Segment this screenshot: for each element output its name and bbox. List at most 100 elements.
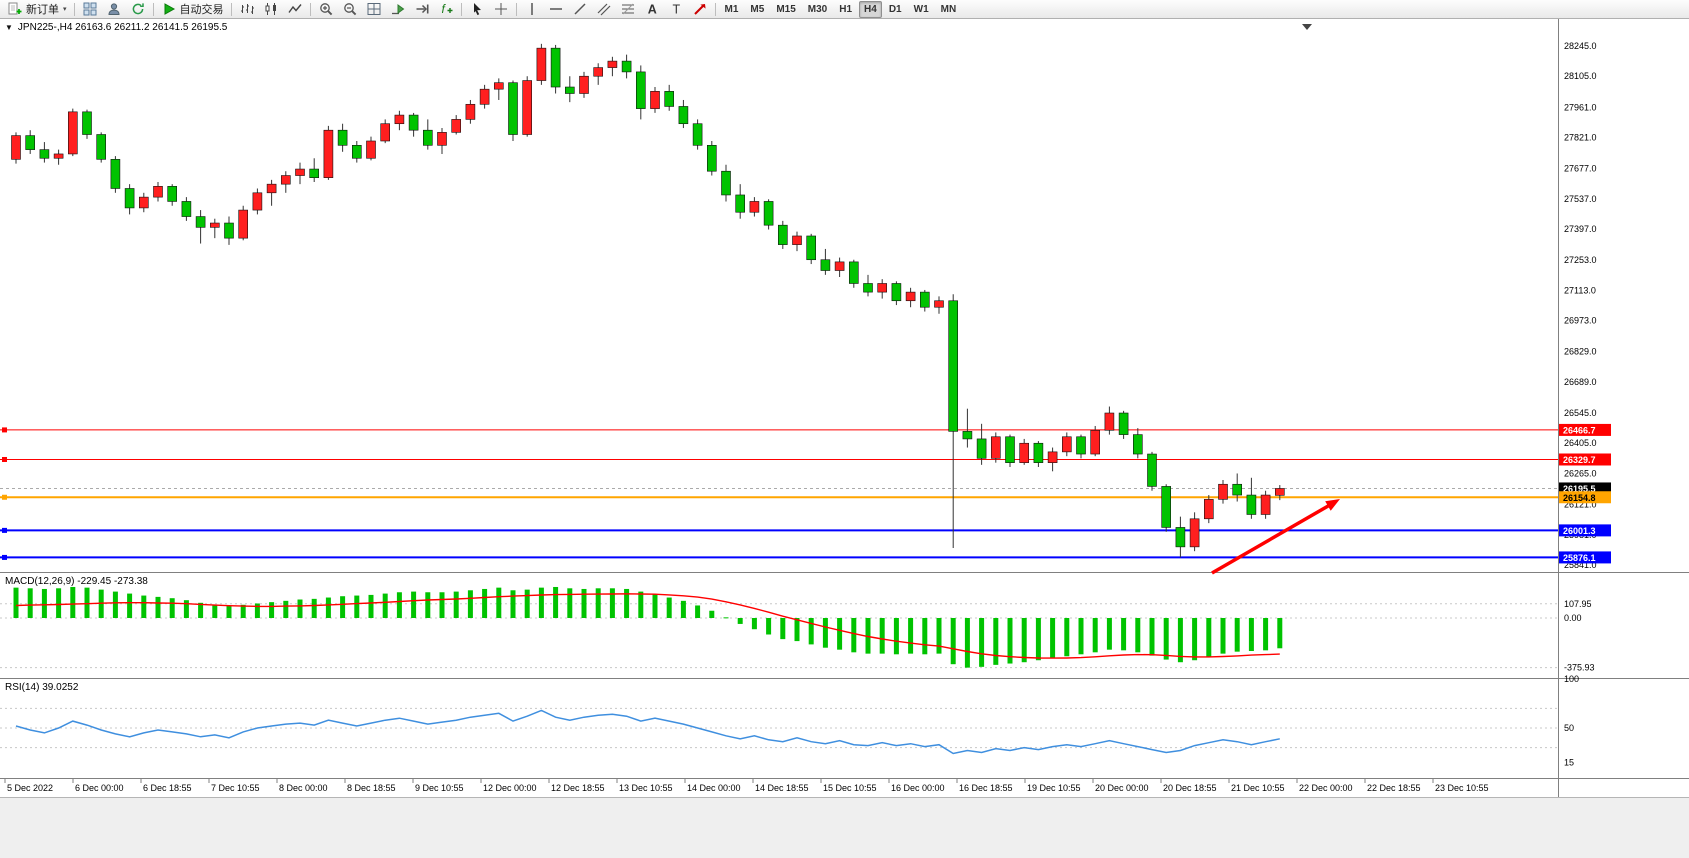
candle-body [593,67,604,77]
macd-histogram-bar [283,600,289,618]
candle-body [394,114,405,125]
line-handle[interactable] [2,554,7,560]
auto-trading-icon [164,3,175,15]
candle-body [1076,436,1086,455]
trend-arrow[interactable] [1211,499,1340,575]
candle-body [1189,518,1200,548]
equidistant-channel-button[interactable] [592,0,616,19]
new-order-label: 新订单 [26,4,59,16]
svg-text:25841.0: 25841.0 [1564,560,1597,570]
candle-body [1005,436,1015,463]
macd-histogram-bar [84,587,90,618]
candle-body [1275,488,1285,496]
chart-shift-button[interactable] [410,0,434,19]
svg-text:12 Dec 00:00: 12 Dec 00:00 [483,783,537,793]
candle-body [877,283,888,293]
fibonacci-button[interactable] [616,0,640,19]
horizontal-line-button[interactable] [544,0,568,19]
svg-text:28105.0: 28105.0 [1564,71,1597,81]
line-handle[interactable] [2,494,7,500]
rsi-panel[interactable]: 100 50 15 [0,674,1579,767]
candle-body [11,135,21,160]
zoom-in-button[interactable] [314,0,338,19]
tile-windows-button[interactable] [362,0,386,19]
svg-text:16 Dec 00:00: 16 Dec 00:00 [891,783,945,793]
indicators-button[interactable]: f [434,0,458,19]
candle-body [295,168,305,176]
text-label-button[interactable]: T [664,0,688,19]
svg-text:50: 50 [1564,723,1574,733]
svg-text:15: 15 [1564,757,1574,767]
macd-histogram-bar [425,592,431,618]
line-handle[interactable] [2,527,7,533]
new-order-icon [8,2,22,15]
svg-text:26154.8: 26154.8 [1563,493,1596,503]
ohlc-toggle-icon[interactable]: ▼ [5,23,13,32]
vertical-line-button[interactable] [520,0,544,19]
macd-histogram-bar [269,602,275,618]
charts-grid-button[interactable] [78,0,102,19]
candle-body [1246,494,1257,515]
timeframe-m1-button[interactable]: M1 [724,3,739,15]
candle-body [1104,412,1115,431]
crosshair-button[interactable] [489,0,513,19]
timeframe-h1-button[interactable]: H1 [839,3,853,15]
macd-histogram-bar [1163,618,1169,660]
svg-text:16 Dec 18:55: 16 Dec 18:55 [959,783,1013,793]
chart-shift-marker-icon[interactable] [1302,24,1312,30]
candle-body [1118,412,1129,435]
trendline-button[interactable] [568,0,592,19]
text-button[interactable]: A [640,0,664,19]
candle-body [1204,499,1214,520]
macd-histogram-bar [1106,618,1112,650]
candle-body [848,261,859,284]
macd-histogram-bar [1263,618,1269,651]
macd-histogram-bar [993,618,999,665]
macd-histogram-bar [354,595,360,618]
timeframe-m5-button[interactable]: M5 [750,3,765,15]
macd-histogram-bar [482,588,488,618]
macd-histogram-bar [56,588,62,618]
line-handle[interactable] [2,456,7,462]
charts-grid-icon [83,2,97,16]
candle-body [252,192,263,211]
macd-histogram-bar [652,594,658,618]
timeframe-h4-button[interactable]: H4 [859,0,882,18]
macd-histogram-bar [908,618,914,654]
tile-windows-icon [367,3,381,15]
macd-indicator-label: MACD(12,26,9) -229.45 -273.38 [5,576,148,587]
zoom-out-button[interactable] [338,0,362,19]
time-axis[interactable]: 5 Dec 2022 6 Dec 00:00 6 Dec 18:55 7 Dec 10… [4,778,1489,794]
line-handle[interactable] [2,427,7,433]
candle-body [905,291,916,302]
bar-chart-button[interactable] [235,0,259,19]
timeframe-m15-button[interactable]: M15 [776,3,796,15]
auto-trading-button[interactable]: 自动交易 [157,0,228,19]
arrow-tools-button[interactable] [688,0,712,19]
candlestick-chart-button[interactable] [259,0,283,19]
cursor-button[interactable] [465,0,489,19]
macd-histogram-bar [212,604,218,618]
candle-body [351,145,362,159]
line-chart-button[interactable] [283,0,307,19]
price-label: 26329.7 [1559,453,1611,466]
macd-histogram-bar [666,597,672,618]
refresh-button[interactable] [126,0,150,19]
timeframe-mn-button[interactable]: MN [940,3,957,15]
rsi-indicator-label: RSI(14) 39.0252 [5,682,79,693]
timeframe-d1-button[interactable]: D1 [888,3,902,15]
macd-panel[interactable]: 107.95 0.00 -375.93 [0,586,1595,673]
horizontal-lines-layer[interactable] [0,427,1558,560]
macd-histogram-bar [496,587,502,618]
auto-scroll-button[interactable] [386,0,410,19]
candle-body [1062,436,1072,453]
profile-button[interactable] [102,0,126,19]
chart-title: JPN225-,H4 26163.6 26211.2 26141.5 26195… [17,22,228,33]
timeframe-w1-button[interactable]: W1 [913,3,929,15]
timeframe-m30-button[interactable]: M30 [807,3,828,15]
svg-text:22 Dec 00:00: 22 Dec 00:00 [1299,783,1353,793]
macd-histogram-bar [936,618,942,654]
svg-text:26829.0: 26829.0 [1564,347,1597,357]
new-order-button[interactable]: 新订单 ▾ [3,0,71,19]
